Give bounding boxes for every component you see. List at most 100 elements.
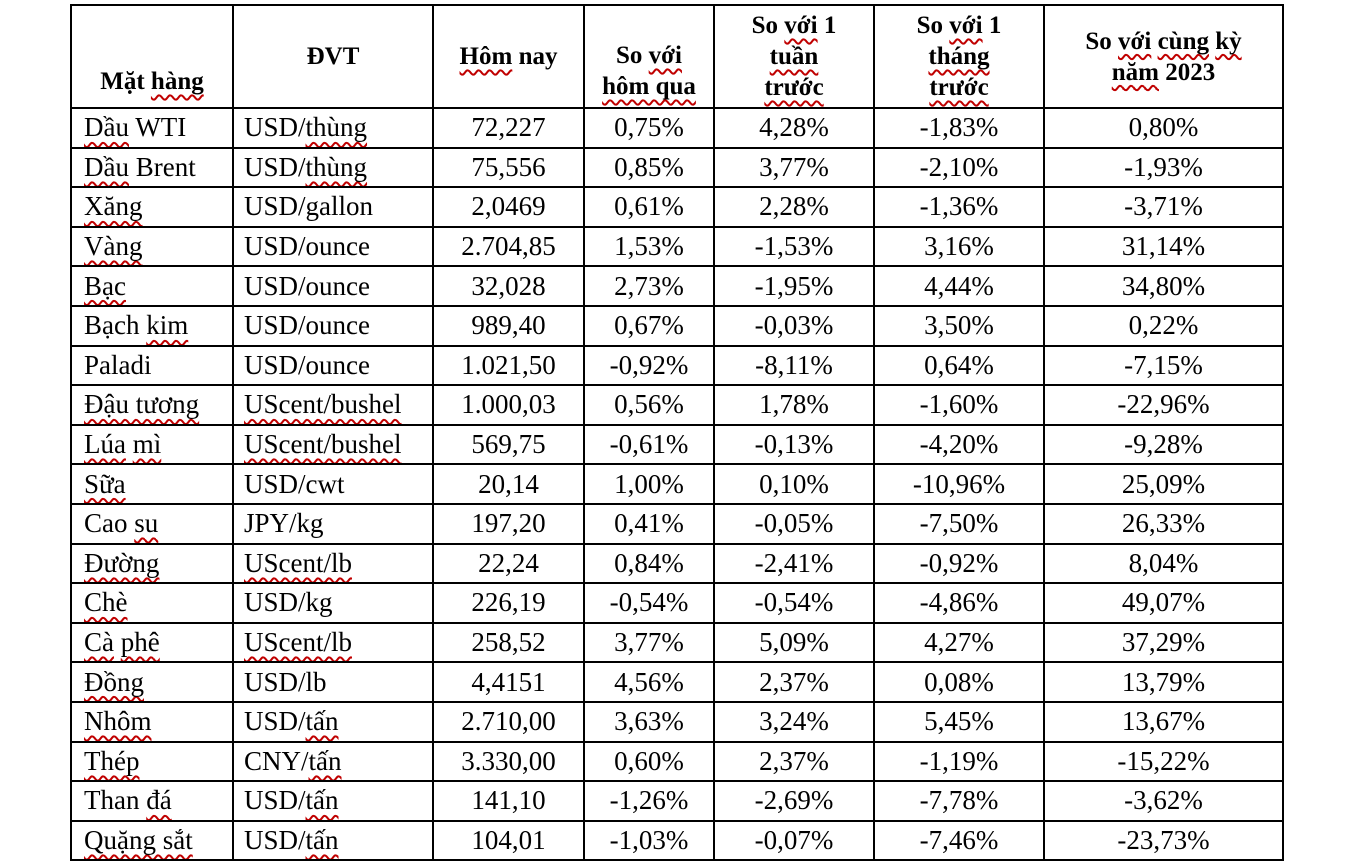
word: 0,80% bbox=[1128, 112, 1199, 143]
table-row: Dầu WTI USD/thùng 72,227 0,75% 4,28% -1,83% 0,… bbox=[70, 107, 1284, 149]
misspelled-word: kỳ bbox=[1215, 27, 1242, 55]
word: 0,64% bbox=[924, 349, 994, 380]
word: USD/ bbox=[244, 112, 306, 143]
word: USD/lb bbox=[244, 666, 327, 697]
unit-cell: USD/ounce bbox=[232, 344, 434, 387]
today-cell: 569,75 bbox=[432, 423, 585, 466]
word: 569,75 bbox=[471, 429, 546, 460]
misspelled-word: kim bbox=[146, 310, 189, 341]
vs-1-month-cell: 3,50% bbox=[873, 304, 1045, 347]
word: 2,0469 bbox=[471, 191, 546, 222]
word: USD/ounce bbox=[244, 310, 370, 341]
word: 4,4151 bbox=[471, 666, 546, 697]
today-cell: 258,52 bbox=[432, 621, 585, 664]
vs-1-week-cell: 1,78% bbox=[713, 384, 875, 426]
word: -23,73% bbox=[1117, 824, 1210, 855]
word: 104,01 bbox=[471, 824, 546, 855]
table-row: Đồng USD/lb 4,4151 4,56% 2,37% 0,08% 13,79% bbox=[70, 661, 1284, 703]
vs-yesterday-cell: 1,00% bbox=[583, 463, 715, 505]
word: 2023 bbox=[1158, 58, 1216, 86]
misspelled-word: Dầu bbox=[84, 151, 129, 182]
misspelled-word: cùng bbox=[1157, 27, 1209, 55]
unit-cell: UScent/lb bbox=[232, 621, 434, 664]
misspelled-word: UScent/bushel bbox=[244, 389, 402, 420]
unit-cell: USD/gallon bbox=[232, 186, 434, 228]
word: 72,227 bbox=[471, 112, 546, 143]
word: -2,69% bbox=[754, 785, 834, 816]
misspelled-word: UScent/lb bbox=[244, 627, 352, 658]
word: 2.704,85 bbox=[461, 231, 556, 262]
vs-yesterday-cell: -1,03% bbox=[583, 819, 715, 862]
vs-2023-cell: 25,09% bbox=[1043, 463, 1284, 505]
word: CNY/ bbox=[244, 745, 309, 776]
misspelled-word: năm bbox=[1111, 58, 1159, 86]
word: 32,028 bbox=[471, 270, 546, 301]
vs-2023-cell: -9,28% bbox=[1043, 423, 1284, 466]
commodity-price-table: Mặt hàng ĐVT Hôm nay So với hôm qua So với 1 t… bbox=[70, 4, 1284, 862]
word: 258,52 bbox=[471, 627, 546, 658]
word: 0,85% bbox=[614, 151, 684, 182]
unit-cell: USD/tấn bbox=[232, 700, 434, 743]
today-cell: 4,4151 bbox=[432, 661, 585, 703]
word: 37,29% bbox=[1121, 627, 1206, 658]
word: 4,27% bbox=[924, 627, 994, 658]
word: 141,10 bbox=[471, 785, 546, 816]
word: USD/ bbox=[244, 151, 306, 182]
today-cell: 141,10 bbox=[432, 780, 585, 822]
vs-yesterday-cell: 2,73% bbox=[583, 265, 715, 307]
vs-yesterday-cell: -0,92% bbox=[583, 344, 715, 387]
misspelled-word: Đường bbox=[84, 547, 160, 578]
word: 226,19 bbox=[471, 587, 546, 618]
vs-yesterday-cell: 3,63% bbox=[583, 700, 715, 743]
misspelled-word: UScent/lb bbox=[244, 547, 352, 578]
unit-cell: UScent/lb bbox=[232, 542, 434, 585]
commodity-cell: Lúa mì bbox=[70, 423, 234, 466]
misspelled-word: Cà bbox=[84, 627, 114, 658]
table-row: Cao su JPY/kg 197,20 0,41% -0,05% -7,50% 26,33… bbox=[70, 502, 1284, 545]
misspelled-word: Đồng bbox=[84, 666, 144, 697]
word: -0,03% bbox=[754, 310, 834, 341]
vs-2023-cell: 34,80% bbox=[1043, 265, 1284, 307]
unit-cell: USD/cwt bbox=[232, 463, 434, 505]
vs-1-month-cell: 4,44% bbox=[873, 265, 1045, 307]
word: nay bbox=[512, 43, 558, 70]
word: 0,60% bbox=[614, 745, 684, 776]
misspelled-word: với bbox=[949, 12, 983, 39]
word: -15,22% bbox=[1117, 745, 1210, 776]
word: USD/cwt bbox=[244, 468, 345, 499]
vs-1-month-cell: -1,60% bbox=[873, 384, 1045, 426]
misspelled-word: phê bbox=[120, 627, 160, 658]
word: 3.330,00 bbox=[461, 745, 556, 776]
word: 1,78% bbox=[759, 389, 829, 420]
commodity-cell: Đường bbox=[70, 542, 234, 585]
word: -1,03% bbox=[609, 824, 689, 855]
today-cell: 197,20 bbox=[432, 502, 585, 545]
vs-1-week-cell: -1,53% bbox=[713, 225, 875, 268]
commodity-cell: Bạch kim bbox=[70, 304, 234, 347]
unit-cell: USD/lb bbox=[232, 661, 434, 703]
word: 3,77% bbox=[759, 151, 829, 182]
word: 4,44% bbox=[924, 270, 994, 301]
column-header-unit: ĐVT bbox=[232, 4, 434, 109]
word: 989,40 bbox=[471, 310, 546, 341]
word: Cao bbox=[84, 508, 135, 539]
word: Mặt bbox=[100, 68, 151, 95]
misspelled-word: tấn bbox=[305, 706, 339, 737]
vs-1-week-cell: 3,24% bbox=[713, 700, 875, 743]
vs-1-month-cell: -7,46% bbox=[873, 819, 1045, 862]
word: -0,07% bbox=[754, 824, 834, 855]
misspelled-word: Lúa bbox=[84, 429, 126, 460]
vs-1-week-cell: -8,11% bbox=[713, 344, 875, 387]
commodity-cell: Chè bbox=[70, 582, 234, 624]
word: 5,09% bbox=[759, 627, 829, 658]
word: -1,36% bbox=[919, 191, 999, 222]
word: 20,14 bbox=[478, 468, 539, 499]
vs-1-week-cell: -0,54% bbox=[713, 582, 875, 624]
word: 0,10% bbox=[759, 468, 829, 499]
word: 0,67% bbox=[614, 310, 684, 341]
word: 0,75% bbox=[614, 112, 684, 143]
word: 3,24% bbox=[759, 706, 829, 737]
vs-1-week-cell: 4,28% bbox=[713, 107, 875, 149]
misspelled-word: Dầu bbox=[84, 112, 129, 143]
misspelled-word: trước bbox=[764, 74, 824, 101]
